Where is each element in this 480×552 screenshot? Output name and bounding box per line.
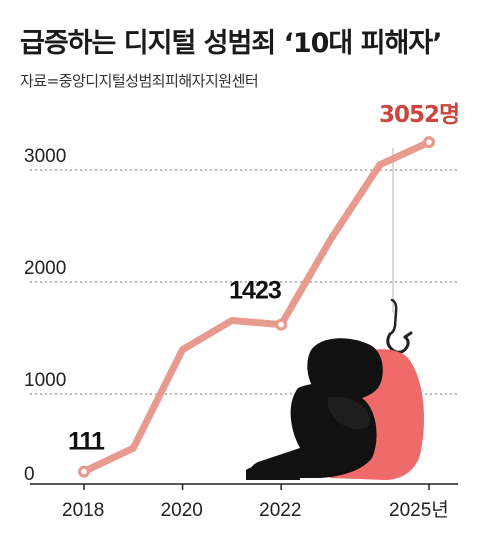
series-line (80, 138, 433, 476)
y-tick-label: 3000 (24, 146, 66, 167)
y-tick-label: 2000 (24, 258, 66, 279)
chart-title: 급증하는 디지털 성범죄 ‘10대 피해자’ (20, 28, 441, 59)
y-tick-label: 1000 (24, 370, 66, 391)
data-point-center (278, 321, 284, 328)
y-tick-label: 0 (24, 464, 35, 485)
x-tick-label: 2025년 (389, 499, 449, 521)
x-tick-label: 2020 (161, 500, 203, 521)
y-axis-ticks: 0 1000 2000 3000 (24, 146, 66, 485)
source-note: 자료=중앙디지털성범죄피해자지원센터 (20, 72, 258, 90)
x-axis-ticks: 2018 2020 2022 2025년 (62, 484, 449, 521)
data-points (78, 136, 435, 478)
x-tick-label: 2022 (259, 500, 301, 521)
data-point-center (426, 139, 432, 145)
data-label-2022: 1423 (229, 277, 281, 305)
data-label-2018: 111 (68, 428, 105, 456)
x-tick-label: 2018 (62, 500, 104, 521)
sitting-person-icon (246, 338, 424, 480)
data-point-center (81, 468, 87, 475)
fishing-hook-icon (386, 148, 413, 354)
data-label-2025: 3052명 (379, 102, 459, 128)
